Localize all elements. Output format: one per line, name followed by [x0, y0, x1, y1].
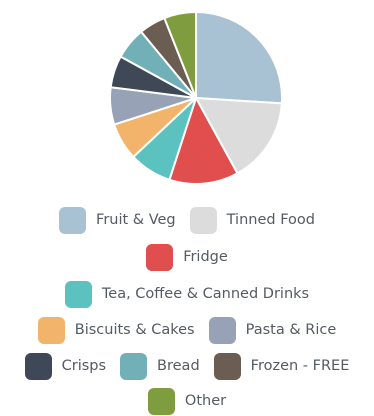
legend-label: Biscuits & Cakes: [74, 321, 195, 338]
legend-row: Crisps Bread Frozen - FREE: [0, 351, 374, 381]
pie-slice-tinned-food: [195, 97, 283, 175]
legend-item[interactable]: Frozen - FREE: [213, 352, 350, 380]
legend-item[interactable]: Tea, Coffee & Canned Drinks: [64, 280, 310, 308]
legend-item[interactable]: Tinned Food: [189, 206, 315, 234]
legend-label: Frozen - FREE: [250, 357, 350, 374]
legend-item[interactable]: Bread: [120, 352, 200, 380]
legend-row: Fridge: [0, 242, 374, 272]
legend-swatch: [64, 280, 92, 308]
legend-swatch: [147, 387, 175, 415]
legend-swatch: [189, 206, 217, 234]
pie-slice-other: [163, 11, 197, 99]
legend-item[interactable]: Fruit & Veg: [59, 206, 176, 234]
legend-swatch: [120, 352, 148, 380]
legend-label: Tea, Coffee & Canned Drinks: [101, 285, 310, 302]
legend-label: Fruit & Veg: [96, 211, 176, 228]
legend-item[interactable]: Pasta & Rice: [208, 316, 337, 344]
legend-row: Fruit & Veg Tinned Food: [0, 205, 374, 235]
legend-label: Other: [184, 392, 227, 409]
pie-slice-fruit-veg: [195, 11, 283, 105]
legend-item[interactable]: Other: [147, 387, 227, 415]
legend-label: Tinned Food: [226, 211, 315, 228]
pie-slice-fridge: [168, 97, 239, 185]
legend-swatch: [146, 243, 174, 271]
pie-chart: [0, 0, 374, 195]
legend-item[interactable]: Biscuits & Cakes: [37, 316, 195, 344]
legend-item[interactable]: Fridge: [146, 243, 228, 271]
legend-row: Tea, Coffee & Canned Drinks: [0, 279, 374, 309]
legend-swatch: [59, 206, 87, 234]
legend-row: Biscuits & Cakes Pasta & Rice: [0, 315, 374, 345]
legend-swatch: [24, 352, 52, 380]
legend-row: Other: [0, 386, 374, 416]
legend-label: Fridge: [183, 248, 228, 265]
legend-item[interactable]: Crisps: [24, 352, 107, 380]
legend-swatch: [208, 316, 236, 344]
pie-chart-svg: [109, 11, 283, 185]
legend-swatch: [37, 316, 65, 344]
legend-label: Crisps: [61, 357, 107, 374]
legend-swatch: [213, 352, 241, 380]
legend-label: Pasta & Rice: [245, 321, 337, 338]
legend-label: Bread: [157, 357, 200, 374]
